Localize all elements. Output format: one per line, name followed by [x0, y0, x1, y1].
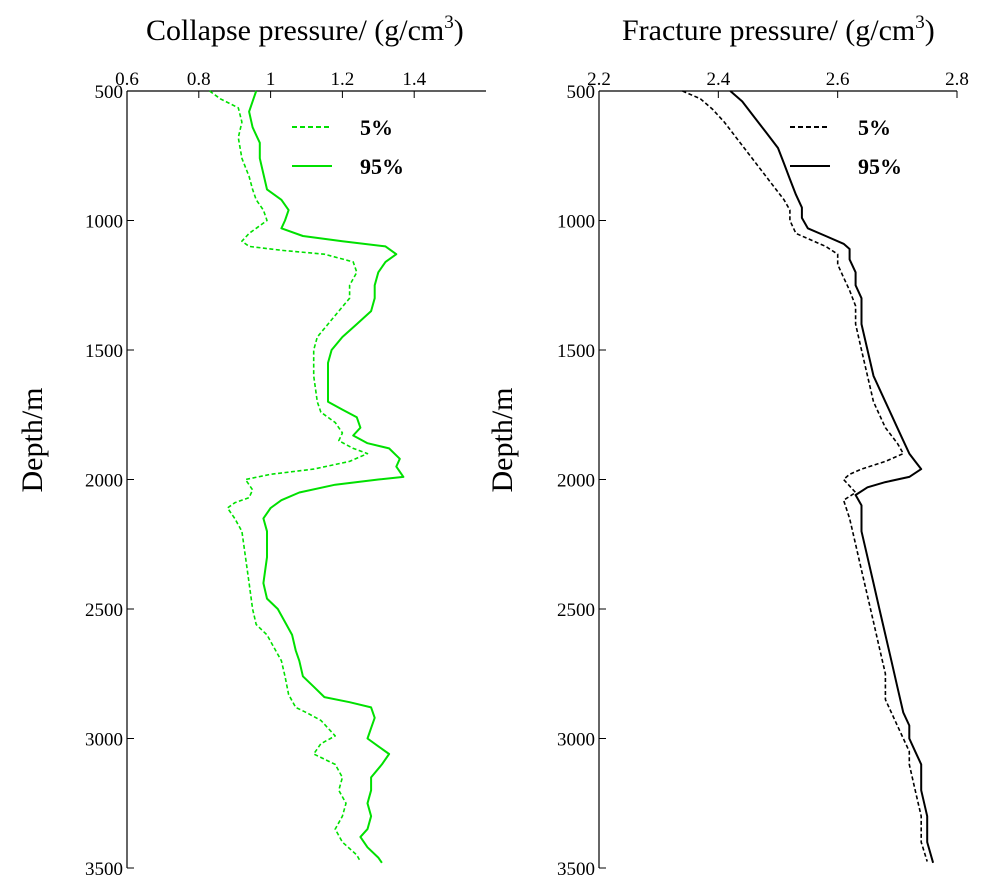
chart-title-collapse-text: Collapse pressure/ (g/cm: [146, 14, 444, 47]
chart-title-collapse-suffix: ): [454, 14, 464, 47]
legend-label: 95%: [858, 154, 902, 179]
legend-label: 95%: [360, 154, 404, 179]
chart-title-collapse: Collapse pressure/ (g/cm3): [146, 12, 464, 47]
series-line-p5: [682, 90, 928, 862]
series-group-collapse: [209, 90, 405, 864]
series-line-p5: [209, 90, 369, 862]
y-tick-label: 3000: [557, 730, 595, 751]
x-tick-label: 0.6: [115, 69, 139, 90]
x-tick-label: 2.8: [945, 69, 969, 90]
x-tick-label: 2.2: [587, 69, 611, 90]
fracture-pressure-chart: Fracture pressure/ (g/cm3) Depth/m 2.2 2.…: [486, 12, 969, 879]
y-axis-label-fracture: Depth/m: [486, 388, 519, 493]
chart-title-fracture-suffix: ): [925, 14, 935, 47]
collapse-pressure-chart: Collapse pressure/ (g/cm3) Depth/m 0.6 0.…: [16, 12, 486, 879]
chart-title-fracture: Fracture pressure/ (g/cm3): [622, 12, 935, 47]
y-tick-label: 1500: [557, 341, 595, 362]
chart-title-fracture-superscript: 3: [915, 12, 925, 33]
y-tick-label: 3500: [557, 859, 595, 879]
x-tick-label: 0.8: [187, 69, 211, 90]
y-tick-label: 2000: [557, 471, 595, 492]
axes-fracture: 2.2 2.4 2.6 2.8 500 1000 1500 2000 2500 3000 3500: [557, 69, 969, 879]
legend-collapse: 5% 95%: [292, 115, 404, 179]
x-tick-label: 2.6: [826, 69, 850, 90]
legend-fracture: 5% 95%: [790, 115, 902, 179]
y-tick-label: 3000: [85, 730, 123, 751]
x-tick-label: 2.4: [706, 69, 730, 90]
y-tick-label: 2500: [557, 600, 595, 621]
y-tick-label: 1000: [85, 212, 123, 233]
series-line-p95: [729, 90, 935, 864]
series-group-fracture: [682, 90, 935, 864]
x-tick-label: 1: [266, 69, 276, 90]
legend-label: 5%: [360, 115, 393, 140]
chart-title-collapse-superscript: 3: [444, 12, 454, 33]
y-tick-label: 2500: [85, 600, 123, 621]
series-line-p95: [248, 90, 405, 864]
y-tick-label: 500: [95, 82, 124, 103]
axes-collapse: 0.6 0.8 1 1.2 1.4 500 1000 1500 2000 2500 3000 3500: [85, 69, 486, 879]
y-tick-label: 2000: [85, 471, 123, 492]
y-axis-label-collapse: Depth/m: [16, 388, 49, 493]
y-tick-label: 1000: [557, 212, 595, 233]
chart-title-fracture-text: Fracture pressure/ (g/cm: [622, 14, 915, 47]
y-tick-label: 1500: [85, 341, 123, 362]
legend-label: 5%: [858, 115, 891, 140]
y-tick-label: 3500: [85, 859, 123, 879]
x-tick-label: 1.2: [331, 69, 355, 90]
y-tick-label: 500: [567, 82, 596, 103]
x-tick-label: 1.4: [402, 69, 426, 90]
